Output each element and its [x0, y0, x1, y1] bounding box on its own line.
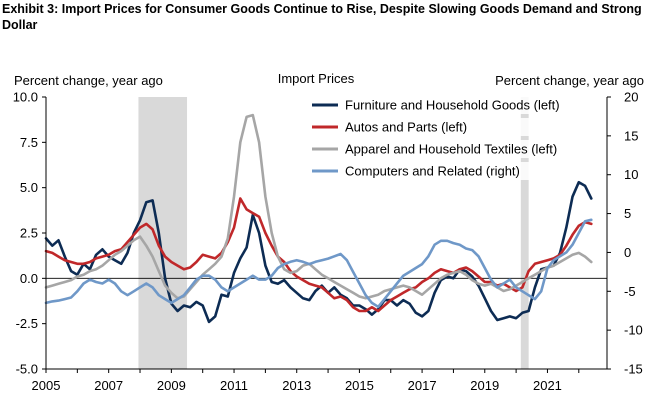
x-tick-label-8: 2021 [533, 378, 562, 393]
x-tick-label-0: 2005 [32, 378, 61, 393]
legend-bg-1 [309, 118, 605, 136]
right-tick-label-2: 10 [624, 167, 638, 182]
y-axis-label-right: Percent change, year ago [495, 73, 644, 88]
legend-label-3: Computers and Related (right) [345, 164, 520, 179]
x-tick-label-4: 2013 [282, 378, 311, 393]
series-line-3 [44, 218, 593, 309]
recession-band-0 [138, 97, 188, 369]
x-tick-label-6: 2017 [408, 378, 437, 393]
right-tick-label-4: 0 [624, 245, 631, 260]
legend-label-0: Furniture and Household Goods (left) [345, 98, 560, 113]
x-tick-label-3: 2011 [220, 378, 248, 393]
series-line-0 [44, 180, 593, 324]
x-tick-label-1: 2007 [94, 378, 123, 393]
chart-title: Import Prices [278, 71, 355, 86]
x-tick-label-5: 2015 [345, 378, 374, 393]
legend-label-1: Autos and Parts (left) [345, 120, 467, 135]
right-tick-label-7: -15 [624, 362, 643, 377]
recession-band-1 [520, 97, 529, 369]
left-tick-label-6: -5.0 [16, 362, 38, 377]
recession-shading [138, 97, 529, 369]
x-tick-label-7: 2019 [470, 378, 499, 393]
legend-bg-0 [309, 96, 605, 114]
x-tick-label-2: 2009 [157, 378, 186, 393]
series-lines [44, 113, 593, 324]
right-tick-label-0: 20 [624, 90, 638, 105]
left-tick-label-3: 2.5 [20, 226, 38, 241]
y-axis-label-left: Percent change, year ago [14, 73, 163, 88]
right-tick-label-6: -10 [624, 323, 643, 338]
legend-bg-2 [309, 140, 605, 158]
left-tick-label-5: -2.5 [16, 316, 38, 331]
left-tick-label-0: 10.0 [13, 90, 38, 105]
left-tick-label-2: 5.0 [20, 180, 38, 195]
left-tick-label-4: 0.0 [20, 271, 38, 286]
left-tick-label-1: 7.5 [20, 135, 38, 150]
right-tick-label-1: 15 [624, 128, 638, 143]
legend-bg-3 [309, 162, 605, 180]
exhibit-title: Exhibit 3: Import Prices for Consumer Go… [2, 2, 642, 32]
legend: Furniture and Household Goods (left) Auto… [309, 96, 605, 180]
axes: 10.07.55.02.50.0-2.5-5.020151050-5-10-15… [13, 90, 643, 394]
right-tick-label-3: 5 [624, 206, 631, 221]
legend-label-2: Apparel and Household Textiles (left) [345, 142, 557, 157]
right-tick-label-5: -5 [624, 284, 636, 299]
series-line-2 [44, 113, 593, 300]
